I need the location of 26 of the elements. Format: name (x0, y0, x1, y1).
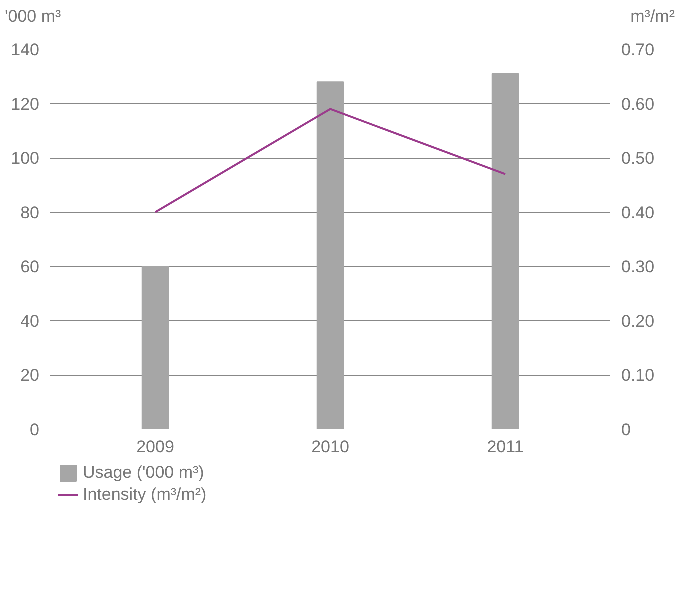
y2-tick-label: 0 (622, 420, 631, 440)
y-tick-label: 0 (30, 420, 40, 440)
y2-tick-label: 0.30 (622, 258, 655, 277)
y-tick-label: 100 (11, 149, 40, 168)
y-tick-label: 80 (20, 203, 40, 222)
y2-tick-label: 0.60 (622, 94, 655, 114)
y2-axis-title: m³/m² (630, 6, 675, 28)
legend-label: Usage ('000 m³) (83, 463, 204, 483)
y-tick-label: 140 (11, 40, 40, 60)
y2-tick-label: 0.10 (622, 366, 655, 386)
x-tick-label: 2010 (312, 438, 350, 456)
bar (492, 73, 520, 430)
bar (142, 266, 170, 430)
x-tick-label: 2009 (136, 438, 174, 456)
legend-label: Intensity (m³/m²) (83, 485, 207, 505)
y-tick-label: 120 (11, 94, 40, 114)
y-tick-label: 40 (20, 312, 40, 331)
y2-tick-label: 0.50 (622, 149, 655, 168)
y-axis-title: '000 m³ (5, 6, 62, 28)
y-tick-label: 20 (20, 366, 40, 386)
y2-tick-label: 0.40 (622, 203, 655, 222)
bar (316, 82, 344, 430)
y2-tick-label: 0.70 (622, 40, 655, 60)
y2-tick-label: 0.20 (622, 312, 655, 331)
x-tick-label: 2011 (487, 438, 524, 456)
y-tick-label: 60 (20, 258, 40, 277)
